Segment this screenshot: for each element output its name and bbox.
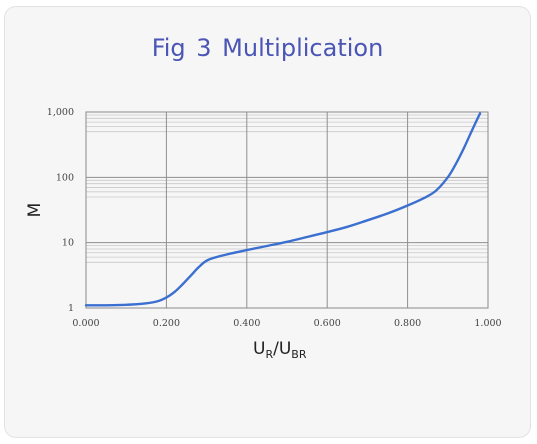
x-axis-label: UR/UBR — [253, 339, 307, 361]
y-tick-label: 100 — [56, 172, 74, 183]
plot-frame — [85, 111, 489, 309]
y-tick-label: 1 — [68, 303, 74, 314]
x-axis-label-slash: /U — [273, 339, 291, 359]
grid-lines — [85, 111, 489, 309]
x-tick-label: 0.400 — [233, 318, 260, 329]
y-tick-label: 1,000 — [47, 107, 74, 118]
x-tick-label: 0.000 — [72, 318, 99, 329]
multiplication-curve — [84, 112, 482, 307]
y-axis-label: M — [25, 203, 45, 218]
x-axis-label-sub2: BR — [291, 348, 307, 361]
x-tick-label: 0.800 — [394, 318, 421, 329]
x-tick-label: 1.000 — [474, 318, 501, 329]
chart-title: Fig 3 Multiplication — [151, 34, 384, 62]
x-axis-label-main: U — [253, 339, 265, 359]
x-tick-label: 0.600 — [314, 318, 341, 329]
tick-labels: 0.000 0.200 0.400 0.600 0.800 1.000 1 10 100 1,00… — [47, 107, 502, 329]
x-tick-label: 0.200 — [153, 318, 180, 329]
figure-card: Fig 3 Multiplication — [4, 6, 531, 438]
x-axis-label-sub1: R — [265, 348, 273, 361]
y-tick-label: 10 — [62, 238, 74, 249]
